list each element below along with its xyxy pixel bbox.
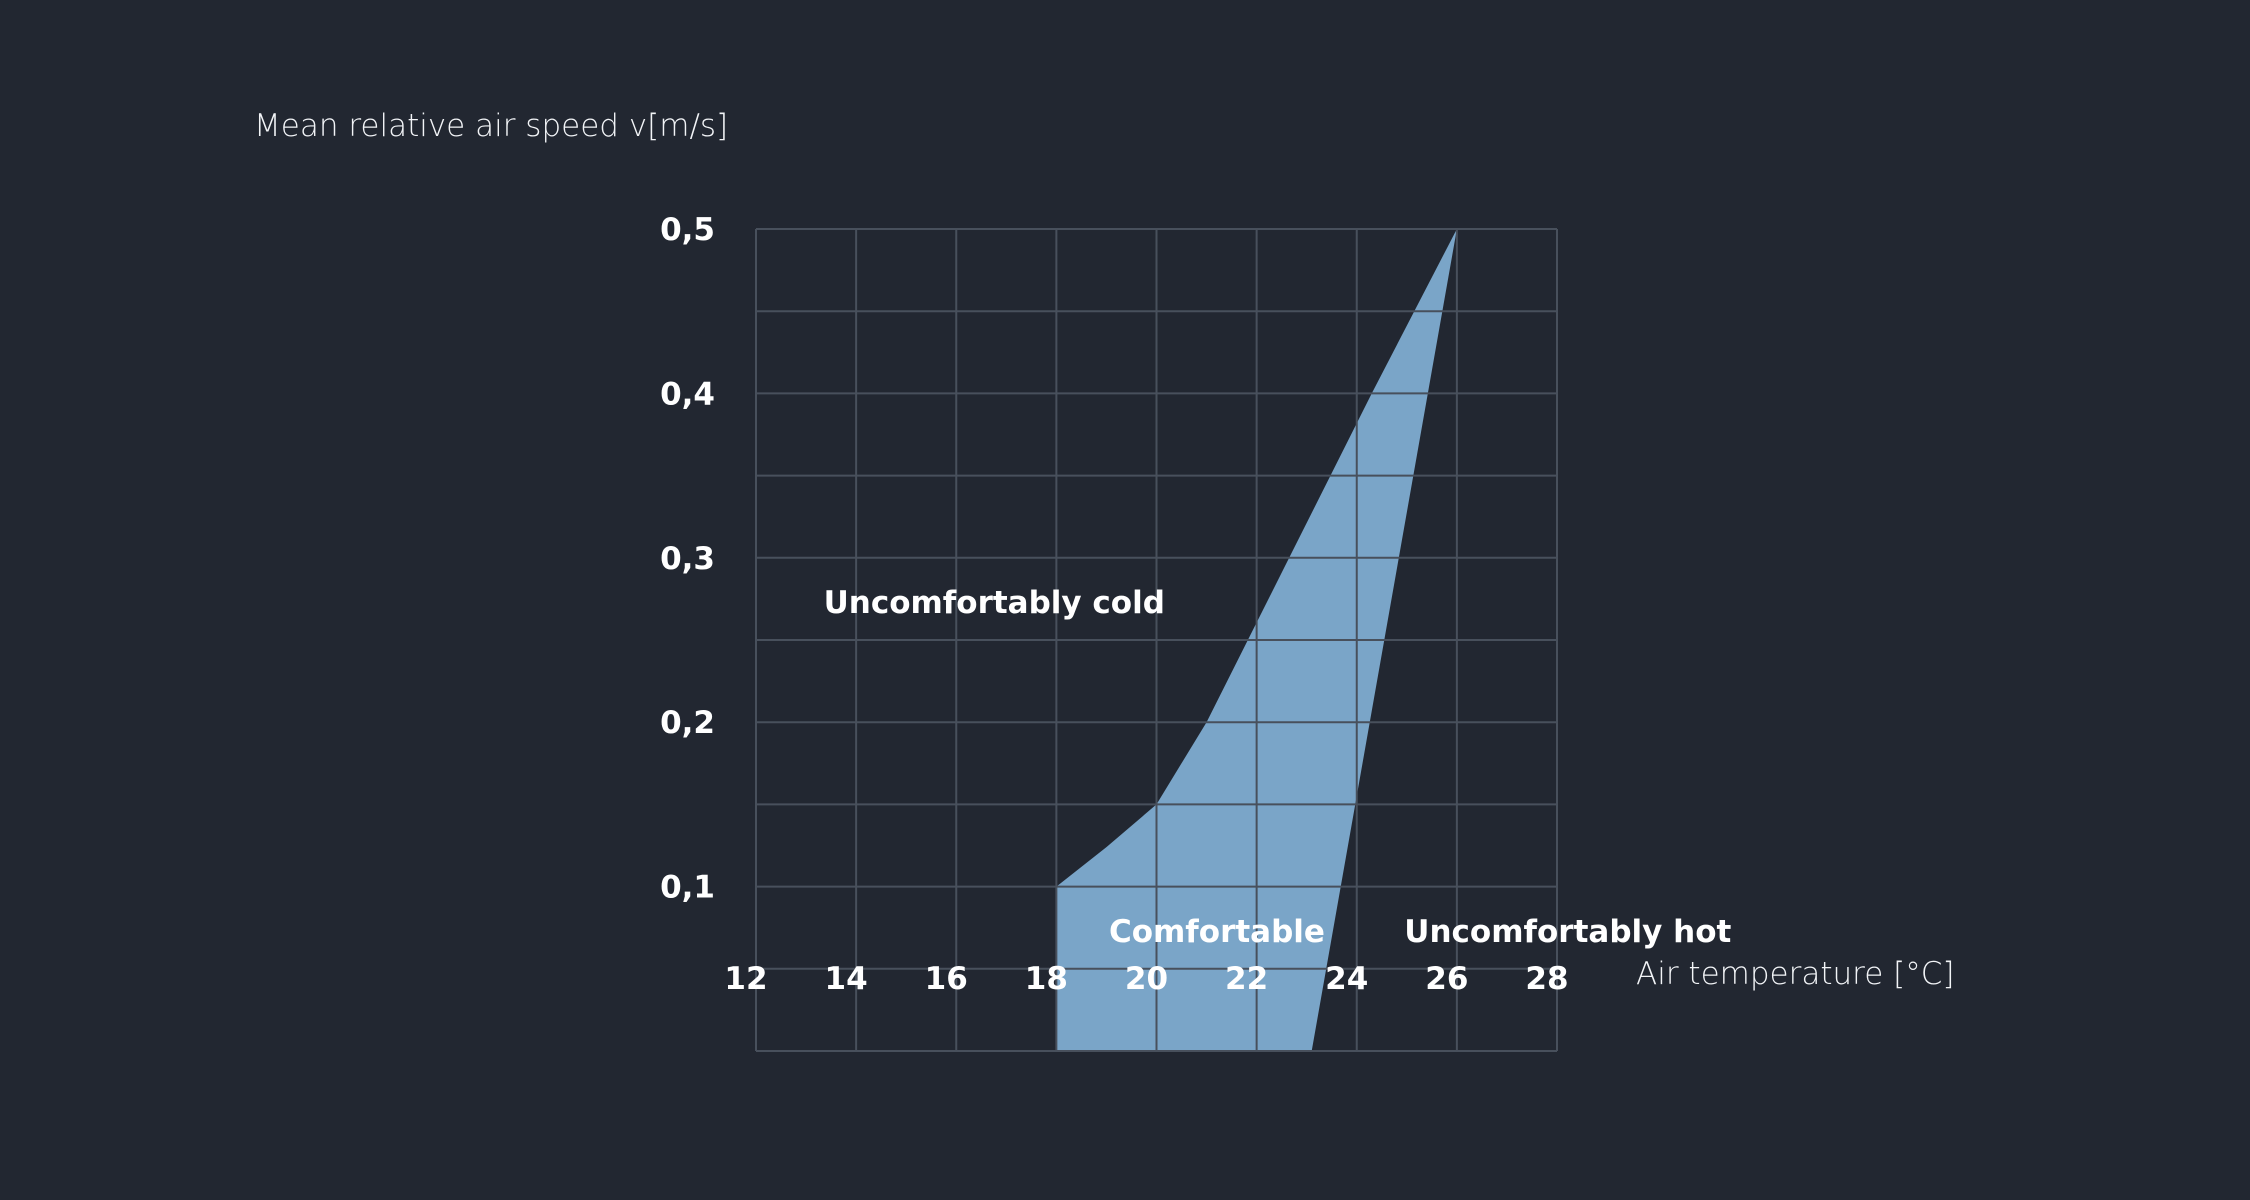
x-tick-label: 24 [1325, 961, 1368, 997]
region-label: Uncomfortably cold [824, 585, 1165, 621]
x-tick-label: 22 [1225, 961, 1268, 997]
x-tick-label: 14 [825, 961, 868, 997]
y-axis-title: Mean relative air speed v[m/s] [254, 108, 729, 144]
x-tick-label: 26 [1425, 961, 1468, 997]
x-tick-label: 18 [1025, 961, 1068, 997]
x-tick-label: 16 [925, 961, 968, 997]
x-axis-title: Air temperature [°C] [1636, 956, 1955, 992]
y-tick-label: 0,4 [660, 376, 715, 412]
y-tick-label: 0,2 [660, 705, 715, 741]
y-tick-label: 0,3 [660, 541, 715, 577]
y-tick-label: 0,5 [660, 212, 715, 248]
region-label: Uncomfortably hot [1404, 914, 1731, 950]
y-tick-label: 0,1 [660, 870, 715, 906]
region-label: Comfortable [1109, 914, 1325, 950]
x-tick-label: 12 [724, 961, 767, 997]
x-tick-label: 20 [1125, 961, 1168, 997]
x-tick-label: 28 [1525, 961, 1568, 997]
